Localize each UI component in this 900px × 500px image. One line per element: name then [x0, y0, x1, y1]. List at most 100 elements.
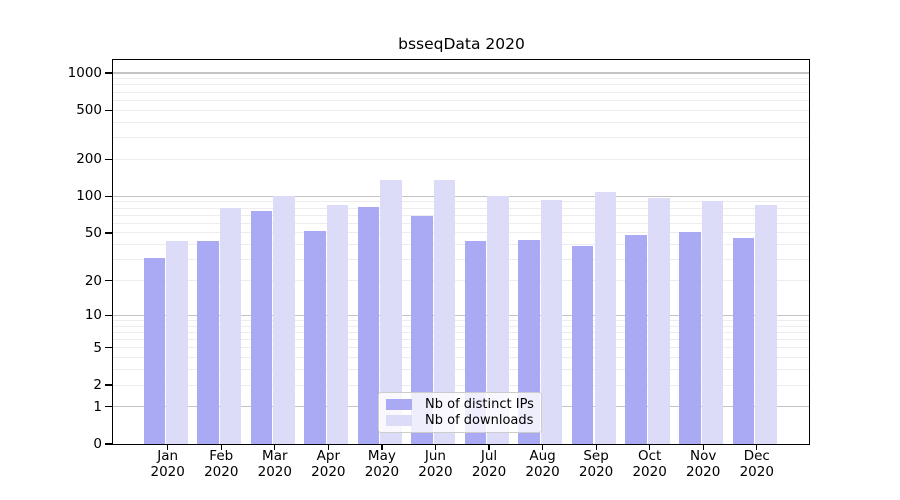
x-axis-tick-label: Jul 2020 — [471, 448, 507, 480]
bar — [326, 204, 349, 444]
y-axis-tick-label: 50 — [84, 224, 102, 241]
minor-gridline — [113, 137, 810, 139]
x-axis-tick-label: May 2020 — [364, 448, 400, 480]
minor-gridline — [113, 331, 810, 333]
bar — [273, 196, 295, 444]
legend: Nb of distinct IPs Nb of downloads — [378, 392, 542, 433]
minor-gridline — [113, 158, 810, 160]
legend-label-distinct-ips: Nb of distinct IPs — [425, 397, 534, 412]
x-axis-tick — [167, 445, 169, 450]
bar — [433, 179, 456, 444]
y-axis-tick — [105, 232, 112, 234]
minor-gridline — [113, 384, 810, 386]
x-axis-tick-label: Jan 2020 — [150, 448, 185, 480]
bar — [540, 200, 563, 444]
y-axis-tick — [105, 347, 112, 349]
bar — [732, 238, 755, 444]
bar — [487, 196, 509, 444]
y-axis-tick-label: 1000 — [67, 65, 102, 81]
minor-gridline — [113, 244, 810, 246]
minor-gridline — [113, 325, 810, 327]
x-axis-tick-label: Feb 2020 — [204, 448, 239, 480]
y-axis-tick-label: 1 — [93, 398, 102, 415]
y-axis-tick — [105, 384, 112, 386]
x-axis-tick-label: Dec 2020 — [739, 448, 774, 480]
x-axis-tick-label: Apr 2020 — [311, 448, 346, 480]
bar — [250, 211, 273, 444]
bar — [594, 192, 616, 444]
x-axis-tick-label: Sep 2020 — [578, 448, 614, 480]
x-axis-tick — [756, 445, 758, 450]
minor-gridline — [113, 369, 810, 371]
minor-gridline — [113, 357, 810, 359]
x-axis-tick — [649, 445, 651, 450]
minor-gridline — [113, 214, 810, 216]
bar — [571, 245, 594, 444]
major-gridline — [113, 72, 810, 74]
legend-swatch-downloads — [386, 415, 412, 426]
bar — [357, 206, 380, 444]
legend-label-downloads: Nb of downloads — [425, 413, 534, 428]
y-axis-tick — [105, 314, 112, 316]
x-axis-tick — [274, 445, 276, 450]
minor-gridline — [113, 339, 810, 340]
minor-gridline — [113, 84, 810, 86]
x-axis-tick-label: Nov 2020 — [686, 448, 721, 480]
y-axis-tick-label: 200 — [76, 151, 102, 168]
bar — [648, 197, 670, 444]
bar — [411, 215, 433, 444]
x-axis-tick — [220, 445, 222, 450]
x-axis-tick-label: Aug 2020 — [525, 448, 560, 480]
y-axis-tick — [105, 406, 112, 408]
minor-gridline — [113, 222, 810, 224]
y-axis-tick — [105, 109, 112, 111]
x-axis-tick — [327, 445, 330, 450]
bar — [143, 257, 165, 444]
minor-gridline — [113, 78, 810, 80]
x-axis-tick — [488, 445, 490, 450]
y-axis-tick — [105, 443, 112, 445]
y-axis-tick-label: 5 — [93, 339, 102, 356]
x-axis-tick-label: Jun 2020 — [418, 448, 453, 480]
bar — [679, 231, 701, 444]
x-axis-tick — [595, 445, 597, 450]
x-axis-tick — [702, 445, 704, 450]
minor-gridline — [113, 232, 810, 234]
y-axis-tick — [105, 195, 112, 197]
x-axis-tick-label: Mar 2020 — [257, 448, 292, 480]
y-axis-tick — [105, 279, 112, 282]
y-axis-tick — [105, 72, 112, 74]
y-axis-tick — [105, 158, 112, 160]
minor-gridline — [113, 99, 810, 101]
minor-gridline — [113, 207, 810, 209]
y-axis-tick-label: 10 — [84, 307, 102, 324]
minor-gridline — [113, 319, 810, 321]
y-axis-tick-label: 20 — [84, 272, 102, 289]
bar — [625, 235, 647, 444]
x-axis-tick — [541, 445, 544, 450]
bar — [166, 240, 188, 444]
minor-gridline — [113, 259, 810, 261]
bar — [701, 201, 724, 444]
major-gridline — [113, 314, 810, 316]
minor-gridline — [113, 347, 810, 349]
bar — [219, 208, 242, 444]
minor-gridline — [113, 91, 810, 93]
minor-gridline — [113, 109, 810, 111]
bar — [380, 179, 402, 444]
legend-swatch-distinct-ips — [386, 399, 412, 410]
bar — [304, 230, 326, 444]
minor-gridline — [113, 121, 810, 123]
y-axis-tick-label: 2 — [93, 377, 102, 393]
x-axis-tick-label: Oct 2020 — [632, 448, 667, 480]
legend-item-distinct-ips: Nb of distinct IPs — [386, 397, 534, 412]
bar — [755, 205, 777, 444]
chart-title: bsseqData 2020 — [398, 35, 525, 53]
minor-gridline — [113, 201, 810, 203]
bar — [197, 240, 219, 444]
x-axis-tick — [381, 445, 383, 450]
minor-gridline — [113, 280, 810, 281]
y-axis-tick-label: 0 — [93, 436, 102, 452]
legend-item-downloads: Nb of downloads — [386, 413, 533, 428]
